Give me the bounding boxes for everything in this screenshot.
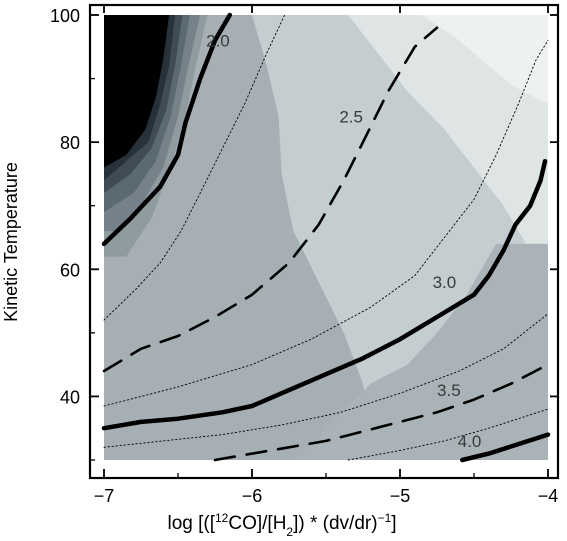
x-axis-label-mid: CO]/[H xyxy=(228,513,286,534)
x-tick-label: −5 xyxy=(390,486,411,506)
contour-line-3_25 xyxy=(103,313,549,448)
shaded-region-1 xyxy=(104,243,548,460)
x-axis-label-sub: 2 xyxy=(286,525,293,539)
x-axis-label: log [([12CO]/[H2]) * (dv/dr)−1] xyxy=(167,511,396,539)
shaded-regions xyxy=(104,15,548,460)
contour-line-3_5 xyxy=(213,363,550,462)
plot-frame xyxy=(88,3,560,480)
contour-label-2_5: 2.5 xyxy=(339,108,363,127)
x-tick-label: −7 xyxy=(94,486,115,506)
contour-label-4_0: 4.0 xyxy=(458,432,482,451)
y-tick-label: 40 xyxy=(60,387,80,407)
contour-lines xyxy=(101,12,551,463)
x-axis-label-pre: log [([ xyxy=(167,513,215,534)
contour-label-3_0: 3.0 xyxy=(433,273,457,292)
contour-level-labels: 2.0 2.5 3.0 3.5 4.0 xyxy=(206,31,482,451)
y-tick-label: 60 xyxy=(60,260,80,280)
contour-label-3_5: 3.5 xyxy=(437,381,461,400)
x-axis-label-sup: 12 xyxy=(215,511,229,525)
y-axis-label: Kinetic Temperature xyxy=(1,162,21,322)
y-tick-label: 100 xyxy=(50,6,80,26)
x-axis-label-post: ]) * (dv/dr) xyxy=(293,513,377,534)
light-region-1 xyxy=(422,15,548,104)
contour-line-3_0 xyxy=(101,158,548,431)
contour-line-2_25 xyxy=(103,14,286,321)
x-tick-label: −4 xyxy=(538,486,559,506)
contour-label-2_0: 2.0 xyxy=(206,31,230,50)
contour-line-2_0 xyxy=(101,12,233,247)
contour-line-2_5 xyxy=(102,26,439,373)
shaded-region-7 xyxy=(104,15,170,168)
contour-line-3_75 xyxy=(347,408,549,461)
x-tick-label: −6 xyxy=(242,486,263,506)
contour-line-2_75 xyxy=(103,39,549,407)
x-axis-label-exp: −1 xyxy=(378,511,392,525)
contour-line-4_0 xyxy=(459,432,551,463)
axis-ticks: −7 −6 −5 −4 40 60 80 100 xyxy=(50,5,558,506)
y-tick-label: 80 xyxy=(60,133,80,153)
x-axis-label-end: ] xyxy=(391,513,396,534)
